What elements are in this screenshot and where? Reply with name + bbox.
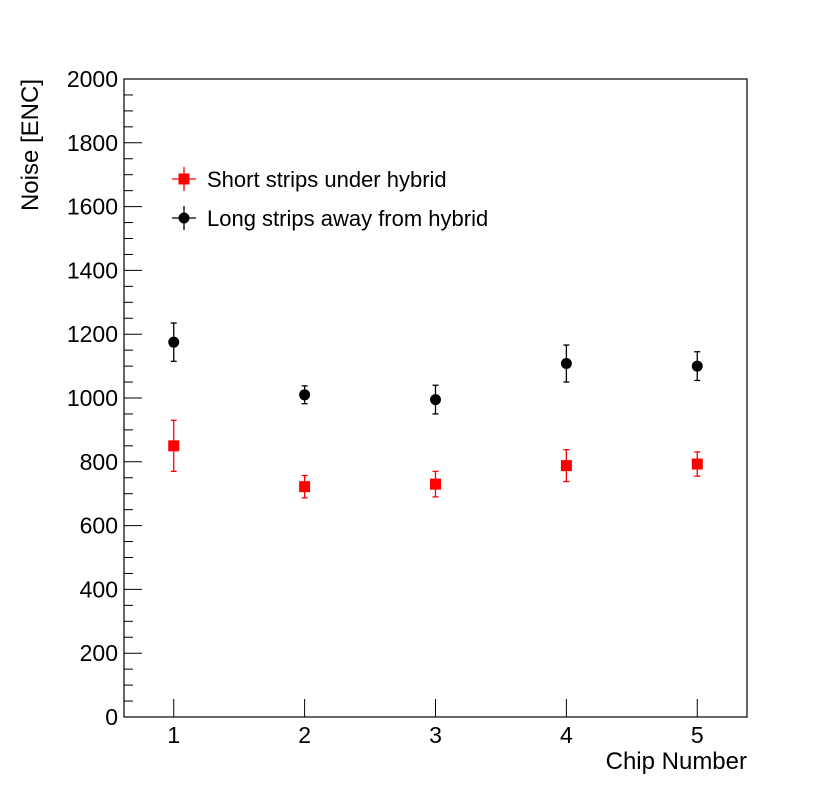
- y-tick-label: 800: [80, 449, 118, 475]
- legend-label: Long strips away from hybrid: [207, 206, 488, 231]
- y-axis: 0 200 400 600 800 1000 1200 1400 1600 1800 2000: [67, 66, 142, 730]
- x-axis: 1 2 3 4 5: [167, 699, 704, 748]
- data-point: [560, 460, 572, 472]
- x-tick-label: 3: [429, 722, 442, 748]
- x-tick-label: 5: [691, 722, 704, 748]
- data-point: [430, 394, 441, 406]
- data-series: [168, 322, 703, 499]
- x-tick-label: 1: [167, 722, 180, 748]
- y-tick-label: 1200: [67, 321, 118, 347]
- y-tick-label: 200: [80, 640, 118, 666]
- legend-label: Short strips under hybrid: [207, 167, 447, 192]
- y-tick-label: 1000: [67, 385, 118, 411]
- data-point: [560, 358, 572, 370]
- y-tick-label: 1400: [67, 257, 118, 283]
- data-point: [691, 458, 703, 470]
- data-point: [691, 360, 703, 372]
- y-tick-label: 1600: [67, 194, 118, 220]
- legend-item-2: Long strips away from hybrid: [172, 206, 488, 231]
- y-axis-label: Noise [ENC]: [17, 79, 44, 211]
- data-point: [168, 336, 180, 348]
- x-axis-label: Chip Number: [606, 748, 747, 775]
- y-tick-label: 1800: [67, 130, 118, 156]
- legend-marker: [178, 173, 190, 185]
- series-2: [168, 322, 703, 415]
- x-tick-label: 2: [298, 722, 311, 748]
- y-tick-label: 400: [80, 576, 118, 602]
- data-point: [299, 481, 311, 493]
- legend-marker: [178, 212, 190, 224]
- series-1: [168, 419, 703, 499]
- y-tick-label: 0: [105, 704, 118, 730]
- legend: Short strips under hybrid Long strips awa…: [172, 167, 488, 231]
- y-tick-label: 2000: [67, 66, 118, 92]
- data-point: [168, 440, 180, 452]
- y-tick-label: 600: [80, 513, 118, 539]
- legend-item-1: Short strips under hybrid: [172, 167, 447, 192]
- x-tick-label: 4: [560, 722, 573, 748]
- data-point: [299, 389, 311, 401]
- data-point: [430, 478, 441, 490]
